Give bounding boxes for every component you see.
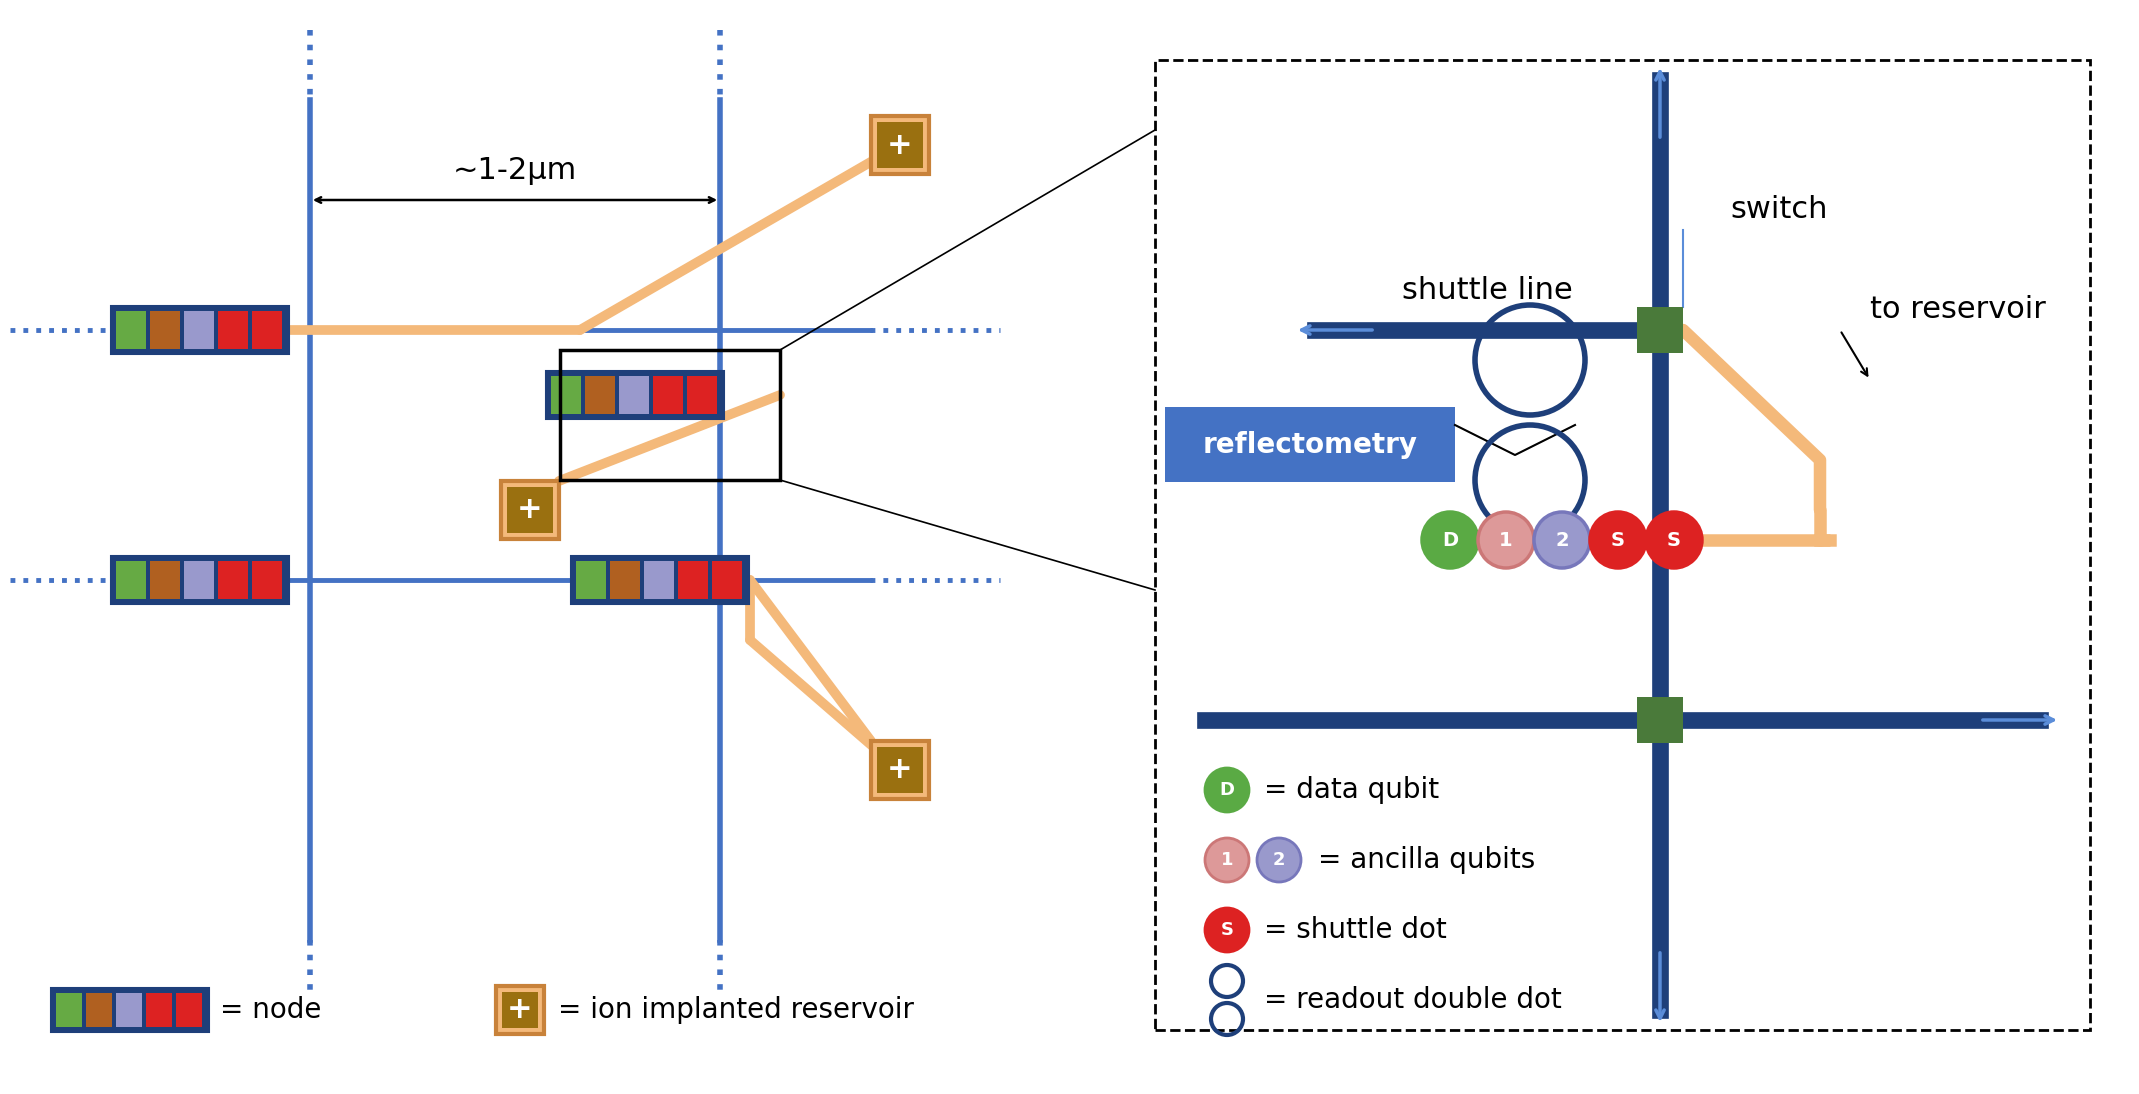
Bar bbox=[871, 741, 928, 799]
Bar bbox=[116, 993, 141, 1027]
Circle shape bbox=[1589, 512, 1647, 568]
Bar bbox=[184, 311, 214, 349]
Bar bbox=[111, 556, 289, 604]
Bar bbox=[1636, 697, 1683, 743]
Text: = node: = node bbox=[220, 996, 321, 1024]
Bar bbox=[552, 376, 582, 414]
Bar bbox=[618, 376, 648, 414]
Bar bbox=[503, 992, 539, 1028]
Text: +: + bbox=[518, 496, 543, 524]
Circle shape bbox=[1204, 768, 1249, 812]
Bar bbox=[1636, 307, 1683, 353]
Bar bbox=[560, 350, 781, 480]
Text: 2: 2 bbox=[1273, 851, 1286, 869]
Bar bbox=[111, 306, 289, 354]
Circle shape bbox=[1422, 512, 1478, 568]
Bar bbox=[610, 561, 640, 600]
Bar bbox=[501, 481, 558, 539]
Text: 1: 1 bbox=[1499, 531, 1512, 549]
Bar bbox=[687, 376, 717, 414]
Text: 2: 2 bbox=[1555, 531, 1568, 549]
Text: to reservoir: to reservoir bbox=[1869, 295, 2045, 325]
Text: S: S bbox=[1666, 531, 1681, 549]
Bar bbox=[545, 371, 723, 419]
Bar bbox=[1166, 407, 1455, 482]
Bar bbox=[175, 993, 201, 1027]
Text: +: + bbox=[888, 130, 913, 160]
Bar bbox=[678, 561, 708, 600]
Bar bbox=[507, 487, 554, 533]
Text: 1: 1 bbox=[1221, 851, 1234, 869]
Text: shuttle line: shuttle line bbox=[1403, 276, 1572, 305]
Bar bbox=[496, 986, 543, 1034]
Text: ~1-2μm: ~1-2μm bbox=[453, 156, 578, 185]
Bar bbox=[116, 311, 145, 349]
Bar bbox=[877, 123, 924, 168]
Text: D: D bbox=[1442, 531, 1459, 549]
Bar bbox=[871, 116, 928, 174]
Bar bbox=[252, 561, 282, 600]
Bar bbox=[145, 993, 171, 1027]
Bar bbox=[571, 556, 749, 604]
Bar bbox=[218, 561, 248, 600]
Text: = readout double dot: = readout double dot bbox=[1264, 986, 1561, 1014]
Text: = ion implanted reservoir: = ion implanted reservoir bbox=[558, 996, 913, 1024]
Bar bbox=[1155, 60, 2090, 1029]
Text: = data qubit: = data qubit bbox=[1264, 776, 1440, 804]
Bar bbox=[116, 561, 145, 600]
Text: reflectometry: reflectometry bbox=[1202, 431, 1418, 459]
Bar bbox=[877, 747, 924, 793]
Text: S: S bbox=[1221, 921, 1234, 939]
Circle shape bbox=[1204, 908, 1249, 952]
Circle shape bbox=[1647, 512, 1703, 568]
Bar bbox=[712, 561, 742, 600]
Text: D: D bbox=[1219, 781, 1234, 799]
Text: +: + bbox=[888, 756, 913, 784]
Circle shape bbox=[1478, 512, 1534, 568]
Circle shape bbox=[1258, 838, 1301, 882]
Bar bbox=[150, 561, 180, 600]
Circle shape bbox=[1534, 512, 1589, 568]
Bar bbox=[56, 993, 81, 1027]
Bar bbox=[252, 311, 282, 349]
Bar bbox=[575, 561, 605, 600]
Text: = shuttle dot: = shuttle dot bbox=[1264, 916, 1446, 944]
Bar bbox=[652, 376, 682, 414]
Bar bbox=[86, 993, 111, 1027]
Text: = ancilla qubits: = ancilla qubits bbox=[1318, 846, 1536, 874]
Bar bbox=[584, 376, 616, 414]
Bar bbox=[184, 561, 214, 600]
Text: switch: switch bbox=[1730, 196, 1827, 224]
Bar bbox=[218, 311, 248, 349]
Bar bbox=[51, 988, 210, 1032]
Bar bbox=[644, 561, 674, 600]
Circle shape bbox=[1204, 838, 1249, 882]
Bar bbox=[150, 311, 180, 349]
Text: S: S bbox=[1611, 531, 1626, 549]
Text: +: + bbox=[507, 996, 533, 1024]
